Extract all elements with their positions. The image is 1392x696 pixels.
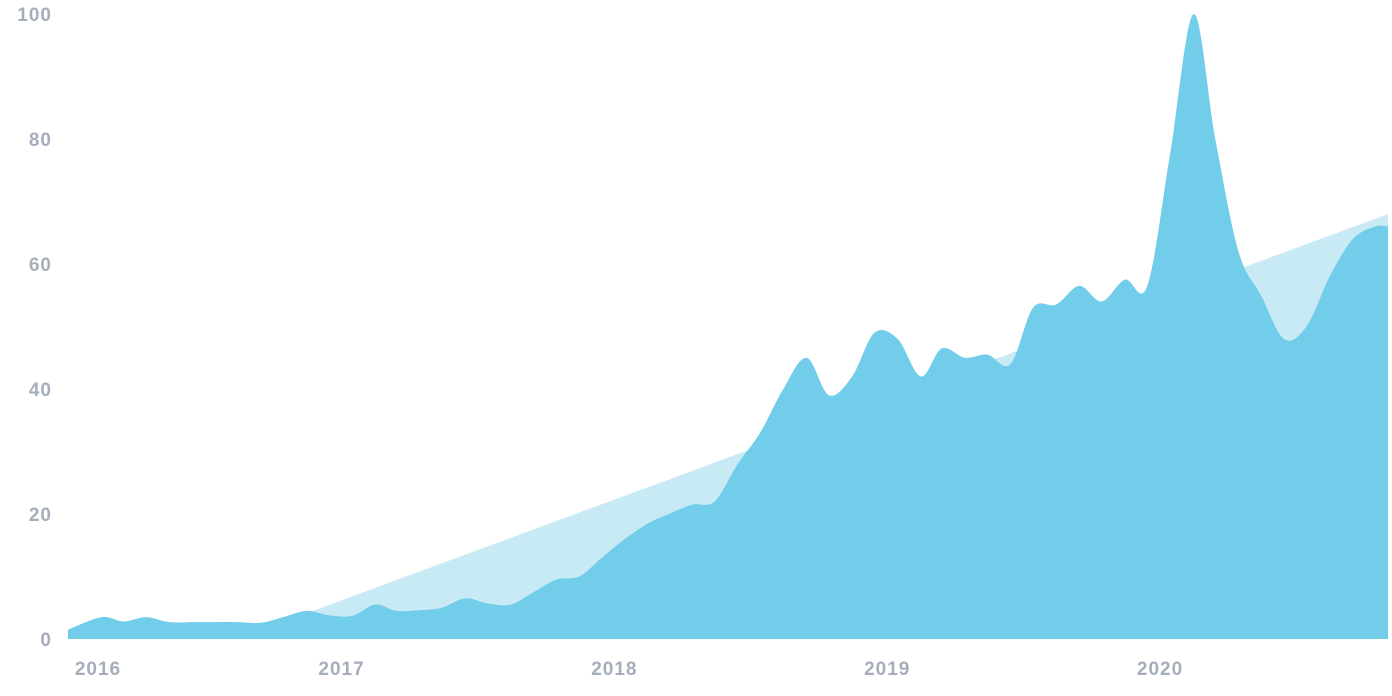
x-axis: 2016 2017 2018 2019 2020 bbox=[75, 659, 1183, 680]
x-tick-label: 2016 bbox=[75, 659, 121, 680]
series-layer bbox=[68, 13, 1388, 639]
y-tick-label: 100 bbox=[17, 5, 52, 26]
y-tick-label: 20 bbox=[29, 505, 52, 526]
y-tick-label: 80 bbox=[29, 130, 52, 151]
x-tick-label: 2019 bbox=[864, 659, 910, 680]
y-tick-label: 0 bbox=[40, 630, 52, 651]
y-tick-label: 60 bbox=[29, 255, 52, 276]
x-tick-label: 2020 bbox=[1137, 659, 1183, 680]
y-tick-label: 40 bbox=[29, 380, 52, 401]
interest-area bbox=[68, 13, 1388, 639]
x-tick-label: 2017 bbox=[318, 659, 364, 680]
x-tick-label: 2018 bbox=[591, 659, 637, 680]
y-axis: 0 20 40 60 80 100 bbox=[17, 5, 52, 651]
